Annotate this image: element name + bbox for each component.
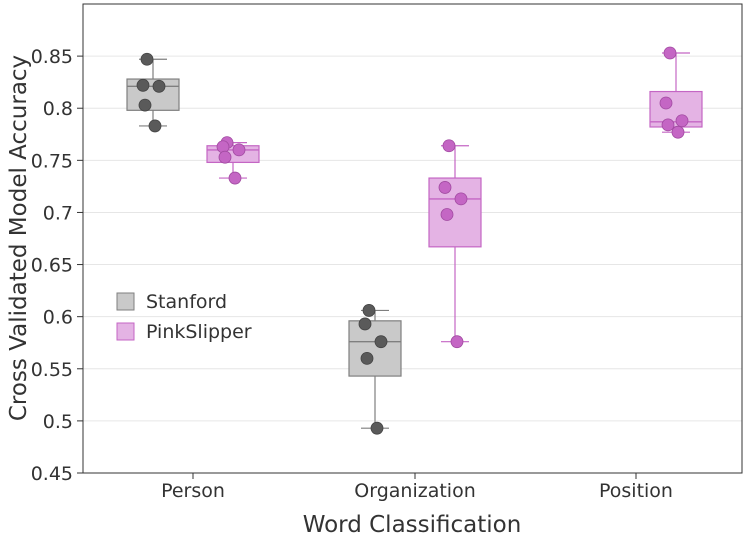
data-point — [671, 125, 685, 139]
box-pinkslipper-position — [649, 52, 703, 133]
data-point — [136, 78, 150, 92]
data-point — [358, 317, 372, 331]
y-tick-label: 0.6 — [43, 307, 73, 329]
y-tick-label: 0.85 — [31, 46, 73, 68]
data-point — [228, 171, 242, 185]
y-axis-title: Cross Validated Model Accuracy — [6, 55, 32, 421]
box-iqr — [348, 320, 402, 377]
x-axis-ticks: Person Organization Position — [161, 473, 673, 502]
x-tick-label: Organization — [354, 480, 475, 502]
data-point — [374, 335, 388, 349]
data-points — [136, 46, 689, 435]
data-point — [232, 143, 246, 157]
data-point — [218, 150, 232, 164]
data-point — [148, 119, 162, 133]
y-tick-label: 0.65 — [31, 255, 73, 277]
legend-swatch-stanford — [116, 292, 135, 311]
y-tick-label: 0.75 — [31, 150, 73, 172]
data-point — [360, 351, 374, 365]
y-tick-label: 0.55 — [31, 359, 73, 381]
data-point — [216, 140, 230, 154]
y-tick-label: 0.5 — [43, 411, 73, 433]
grid-lines — [83, 55, 742, 422]
legend-label-stanford: Stanford — [146, 291, 227, 313]
data-point — [442, 139, 456, 153]
box-stanford-person — [126, 58, 180, 127]
legend: Stanford PinkSlipper — [116, 291, 252, 343]
legend-swatch-pinkslipper — [116, 322, 135, 341]
data-point — [675, 114, 689, 128]
data-point — [663, 46, 677, 60]
data-point — [362, 304, 376, 317]
data-point — [440, 208, 454, 221]
y-axis-ticks: 0.45 0.5 0.55 0.6 0.65 0.7 0.75 0.8 0.85 — [31, 46, 83, 485]
x-tick-label: Person — [161, 480, 225, 502]
x-axis-title: Word Classification — [303, 512, 522, 538]
data-point — [450, 335, 464, 349]
box-iqr — [428, 177, 482, 248]
boxes — [126, 52, 703, 429]
box-stanford-organization — [348, 309, 402, 429]
x-tick-label: Position — [599, 480, 673, 502]
data-point — [140, 52, 154, 66]
data-point — [659, 96, 673, 110]
data-point — [438, 181, 452, 194]
plot-area-frame — [82, 3, 743, 474]
legend-label-pinkslipper: PinkSlipper — [146, 321, 252, 343]
y-tick-label: 0.8 — [43, 98, 73, 120]
data-point — [370, 421, 384, 435]
box-iqr — [126, 78, 180, 111]
y-tick-label: 0.45 — [31, 463, 73, 485]
data-point — [454, 192, 468, 206]
data-point — [152, 79, 166, 93]
data-point — [661, 118, 675, 132]
data-point — [138, 98, 152, 112]
box-pinkslipper-organization — [428, 145, 482, 343]
y-tick-label: 0.7 — [43, 202, 73, 224]
